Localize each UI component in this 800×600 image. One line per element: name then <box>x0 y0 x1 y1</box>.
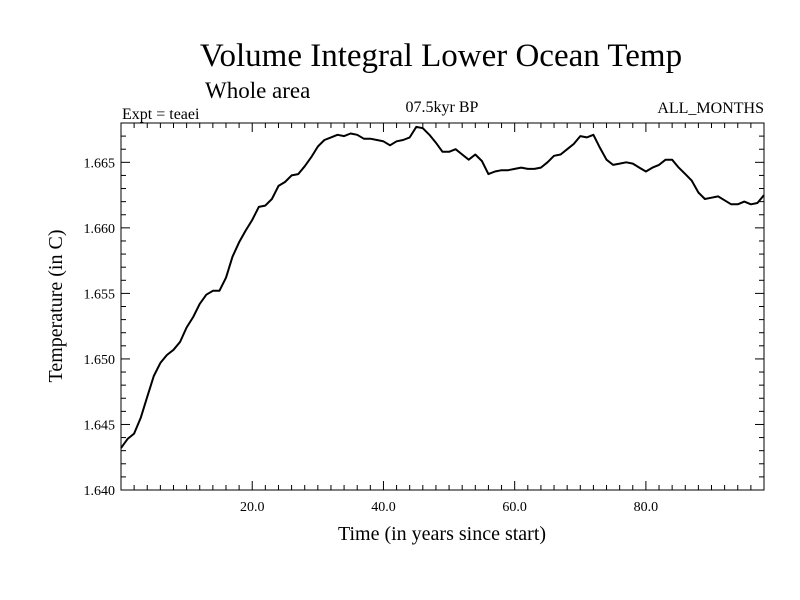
y-tick-label: 1.665 <box>84 156 116 171</box>
y-tick-label: 1.650 <box>84 353 116 368</box>
x-axis-ticks <box>133 123 752 490</box>
y-axis-ticks <box>121 122 764 491</box>
y-tick-label: 1.640 <box>84 484 116 499</box>
x-tick-label: 40.0 <box>371 500 396 515</box>
y-tick-label: 1.660 <box>84 222 116 237</box>
x-tick-label: 80.0 <box>634 500 659 515</box>
chart-subtitle: Whole area <box>205 78 310 103</box>
y-tick-label: 1.655 <box>84 287 116 302</box>
x-axis-label: Time (in years since start) <box>338 523 546 545</box>
y-axis-labels: 1.640 1.645 1.650 1.655 1.660 1.665 <box>84 156 116 499</box>
x-tick-label: 60.0 <box>502 500 527 515</box>
temperature-series-line <box>120 125 765 449</box>
plot-frame <box>120 122 765 491</box>
period-label: 07.5kyr BP <box>406 99 479 116</box>
x-axis-labels: 20.0 40.0 60.0 80.0 <box>240 500 658 515</box>
y-tick-label: 1.645 <box>84 418 116 433</box>
months-label: ALL_MONTHS <box>657 100 764 117</box>
y-axis-label: Temperature (in C) <box>45 230 67 383</box>
x-tick-label: 20.0 <box>240 500 265 515</box>
plot-area: 1.640 1.645 1.650 1.655 1.660 1.665 20.0 40.0 6… <box>84 122 765 515</box>
expt-label: Expt = teaei <box>122 106 200 123</box>
chart-title: Volume Integral Lower Ocean Temp <box>200 38 682 74</box>
